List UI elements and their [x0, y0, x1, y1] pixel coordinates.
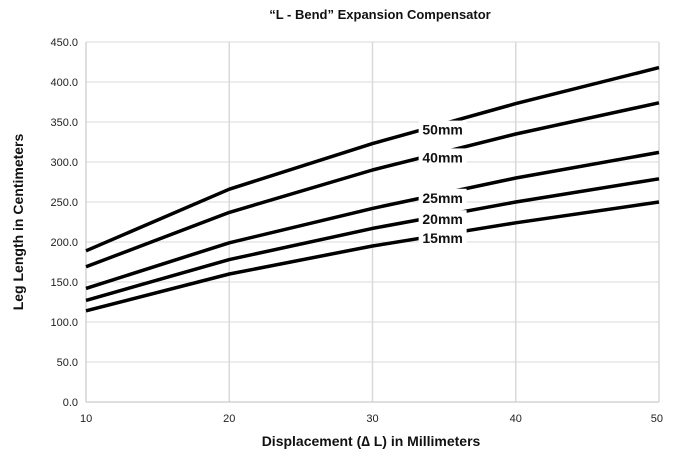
y-tick-label: 100.0 [50, 317, 78, 329]
series-line-20mm [85, 177, 660, 303]
series-label-group-20mm: 20mm [418, 210, 467, 227]
y-tick-labels: 0.0 50.0 100.0 150.0 200.0 250.0 300.0 350.0 400… [50, 37, 78, 409]
y-axis-label: Leg Length in Centimeters [10, 134, 26, 311]
y-tick-label: 200.0 [50, 237, 78, 249]
series-label-group-15mm: 15mm [418, 228, 467, 246]
y-tick-label: 50.0 [57, 357, 78, 369]
series-label-15mm: 15mm [422, 230, 462, 246]
series-label-20mm: 20mm [422, 211, 462, 227]
x-tick-label: 50 [651, 413, 663, 425]
series-line-50mm [85, 65, 660, 253]
y-tick-label: 150.0 [50, 277, 78, 289]
series-label-50mm: 50mm [422, 122, 462, 138]
series-label-group-25mm: 25mm [418, 188, 467, 206]
y-tick-label: 300.0 [50, 157, 78, 169]
gridlines [86, 41, 660, 402]
chart-title: “L - Bend” Expansion Compensator [269, 7, 491, 22]
series-line-15mm [85, 200, 660, 313]
series-label-25mm: 25mm [422, 190, 462, 206]
series-label-background [418, 188, 467, 204]
x-tick-label: 40 [510, 413, 522, 425]
series-labels: 50mm 40mm 25mm 20mm 15mm [418, 120, 467, 246]
y-tick-label: 250.0 [50, 197, 78, 209]
axes [85, 42, 659, 403]
x-axis-label: Displacement (∆ L) in Millimeters [262, 433, 481, 449]
x-tick-label: 10 [80, 413, 92, 425]
series-label-group-40mm: 40mm [418, 148, 467, 165]
series-label-background [418, 120, 467, 136]
x-tick-label: 30 [366, 413, 378, 425]
y-tick-label: 450.0 [50, 37, 78, 49]
series-label-background [418, 210, 467, 226]
x-tick-label: 20 [223, 413, 235, 425]
series-label-group-50mm: 50mm [418, 120, 467, 138]
x-tick-labels: 10 20 30 40 50 [80, 413, 663, 425]
series-lines [85, 65, 660, 313]
series-label-background [418, 228, 467, 244]
series-line-40mm [85, 101, 660, 269]
series-line-25mm [85, 150, 660, 291]
y-tick-label: 350.0 [50, 117, 78, 129]
y-tick-label: 400.0 [50, 77, 78, 89]
series-label-background [418, 148, 467, 164]
y-tick-label: 0.0 [63, 397, 78, 409]
series-label-40mm: 40mm [422, 149, 462, 165]
